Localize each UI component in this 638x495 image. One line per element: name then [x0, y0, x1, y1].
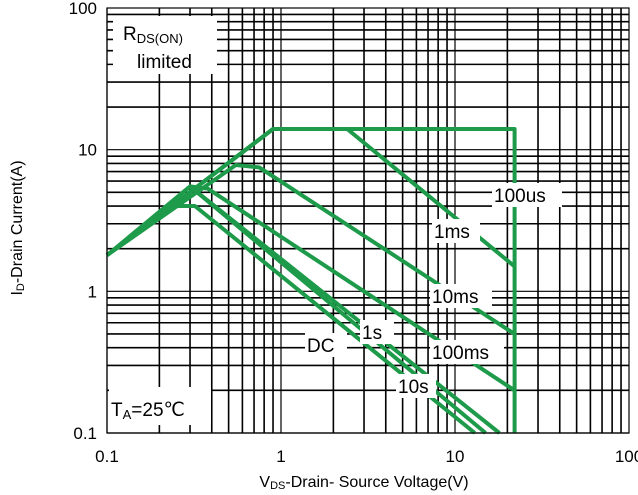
- curve-label-1ms: 1ms: [434, 222, 470, 243]
- curve-label-background: [430, 284, 492, 308]
- rds-on-limited-annotation: RDS(ON) limited: [113, 16, 217, 74]
- curve-label-background: [492, 183, 562, 207]
- x-axis-title-rest: -Drain- Source Voltage(V): [285, 474, 468, 491]
- curve-DC: [169, 204, 477, 435]
- x-tick-label: 100: [615, 447, 638, 466]
- curve-label-background: [432, 219, 480, 243]
- y-tick-label: 0.1: [73, 424, 97, 443]
- y-tick-label: 10: [78, 141, 97, 160]
- x-tick-label: 0.1: [95, 447, 119, 466]
- y-axis-title-rest: -Drain Current(A): [9, 160, 26, 283]
- curve-label-background: [396, 374, 436, 398]
- curve-label-100ms: 100ms: [432, 343, 489, 364]
- curve-label-background: [360, 320, 394, 344]
- ta-rest: =25℃: [131, 400, 185, 421]
- tick-labels: 0.1 1 10 100 0.1 1 10 100: [69, 0, 638, 466]
- rds-limited-label: limited: [137, 52, 192, 73]
- y-axis-title-main: I: [9, 291, 26, 295]
- plot-frame: [106, 7, 630, 434]
- x-axis-title-sub: DS: [270, 480, 285, 492]
- curve-label-10s: 10s: [398, 377, 429, 398]
- y-axis-title: ID-Drain Current(A): [9, 160, 27, 295]
- y-tick-label: 1: [88, 282, 97, 301]
- x-axis-title-main: V: [259, 474, 270, 491]
- curve-10ms: [105, 163, 516, 336]
- curve-10s: [188, 184, 487, 435]
- curve-labels: 100us 1ms 10ms 100ms 1s 10s DC: [305, 183, 562, 398]
- ta-label: TA=25℃: [111, 400, 185, 422]
- rds-label-background: [113, 16, 217, 74]
- ta-sub: A: [123, 407, 132, 422]
- ta-label-background: [109, 387, 211, 425]
- curve-label-background: [430, 340, 504, 364]
- ta-main: T: [111, 400, 123, 421]
- curve-label-1s: 1s: [362, 323, 382, 344]
- curve-label-background: [305, 333, 347, 357]
- ambient-temperature-annotation: TA=25℃: [109, 387, 211, 425]
- x-axis-title: VDS-Drain- Source Voltage(V): [259, 474, 468, 492]
- y-axis-title-sub: D: [15, 283, 27, 291]
- curve-label-100us: 100us: [494, 186, 546, 207]
- x-tick-label: 10: [446, 447, 465, 466]
- chart-curves: [105, 127, 517, 435]
- curve-1ms: [105, 127, 516, 268]
- y-tick-label: 100: [69, 0, 97, 18]
- curve-label-10ms: 10ms: [432, 287, 478, 308]
- rds-on-label: RDS(ON): [123, 24, 183, 46]
- rds-sub: DS(ON): [137, 31, 183, 46]
- rds-main: R: [123, 24, 137, 45]
- curve-100ms: [105, 184, 516, 393]
- curve-label-DC: DC: [307, 336, 334, 357]
- x-tick-label: 1: [276, 447, 285, 466]
